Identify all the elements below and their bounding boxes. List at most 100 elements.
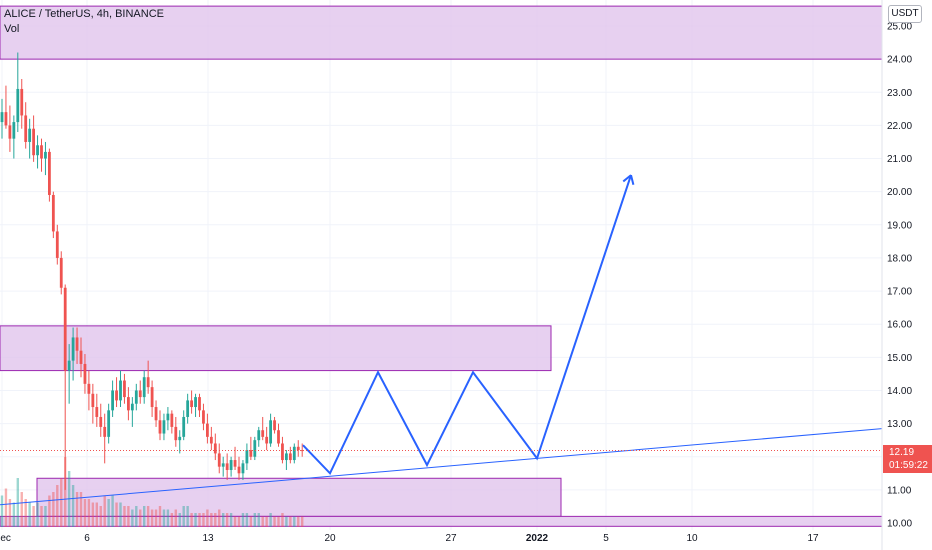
volume-bar — [0, 495, 4, 527]
candle-body — [123, 380, 126, 398]
volume-bar — [111, 495, 114, 527]
volume-bar — [257, 513, 260, 527]
candle-body — [119, 380, 122, 401]
volume-indicator-label[interactable]: Vol — [4, 23, 20, 35]
volume-bar — [127, 506, 130, 527]
volume-bar — [289, 516, 292, 527]
candle-body — [75, 337, 79, 351]
projection-path — [302, 174, 635, 476]
price-tick-label: 20.00 — [887, 187, 912, 198]
volume-bar — [162, 509, 166, 527]
price-tick-label: 21.00 — [887, 154, 912, 165]
candle-body — [277, 430, 280, 444]
volume-bar — [119, 502, 122, 527]
volume-bar — [150, 509, 154, 527]
candle-body — [87, 383, 91, 394]
volume-bar — [99, 506, 102, 527]
symbol-title[interactable]: ALICE / TetherUS, 4h, BINANCE — [4, 8, 164, 20]
time-tick-label: 27 — [445, 533, 457, 544]
price-tick-label: 18.00 — [887, 253, 912, 264]
candle-body — [154, 407, 158, 421]
candle-body — [285, 453, 288, 461]
volume-bar — [170, 513, 174, 527]
volume-bar — [24, 499, 27, 527]
bar-countdown: 01:59:22 — [889, 460, 928, 471]
volume-bar — [12, 502, 16, 527]
volume-bar — [139, 509, 142, 527]
volume-bar — [222, 513, 225, 527]
volume-bar — [154, 509, 158, 527]
candle-body — [257, 430, 261, 441]
candle-body — [59, 257, 63, 288]
volume-bar — [60, 478, 63, 527]
candle-body — [170, 413, 174, 427]
volume-bar — [115, 502, 118, 527]
currency-label[interactable]: USDT — [888, 5, 922, 23]
volume-bar — [190, 513, 193, 527]
candle-body — [241, 463, 245, 474]
candle-body — [142, 377, 146, 398]
candle-body — [178, 436, 182, 441]
candle-body — [190, 400, 193, 408]
volume-bar — [20, 492, 23, 527]
volume-bar — [178, 513, 181, 527]
volume-bar — [44, 506, 47, 527]
volume-bar — [297, 516, 300, 527]
candle-body — [63, 287, 67, 371]
volume-bar — [28, 502, 31, 527]
candlesticks — [0, 52, 304, 490]
candle-body — [202, 410, 205, 424]
volume-bar — [225, 513, 229, 527]
volume-bar — [202, 513, 205, 527]
volume-bars — [0, 457, 304, 527]
volume-bar — [16, 478, 19, 527]
volume-bar — [194, 513, 197, 527]
volume-bar — [206, 509, 209, 527]
candle-body — [107, 410, 111, 437]
candle-body — [44, 151, 47, 159]
volume-bar — [36, 502, 39, 527]
time-tick-label: Dec — [0, 533, 11, 544]
price-tick-label: 14.00 — [887, 386, 912, 397]
candle-body — [249, 450, 253, 457]
projection-arrowhead — [630, 174, 635, 186]
volume-bar — [8, 499, 12, 527]
volume-bar — [301, 516, 304, 527]
candle-body — [158, 420, 162, 434]
volume-bar — [40, 506, 43, 527]
price-tick-label: 13.00 — [887, 419, 912, 430]
volume-bar — [241, 513, 245, 527]
candle-body — [20, 88, 24, 116]
candle-body — [146, 377, 150, 388]
candle-body — [292, 446, 296, 461]
candle-body — [150, 387, 154, 408]
volume-bar — [277, 516, 280, 527]
volume-bar — [186, 506, 189, 527]
candle-body — [209, 436, 213, 444]
candle-body — [134, 390, 138, 404]
candle-body — [24, 115, 28, 142]
volume-bar — [103, 495, 106, 527]
time-tick-label: 13 — [202, 533, 214, 544]
volume-bar — [143, 506, 146, 527]
candle-body — [237, 466, 241, 474]
volume-bar — [166, 509, 170, 527]
volume-bar — [135, 506, 138, 527]
ascending-trendline — [0, 428, 883, 506]
volume-bar — [4, 488, 8, 527]
volume-bar — [281, 513, 284, 527]
price-zone — [0, 325, 552, 372]
volume-bar — [218, 509, 221, 527]
candle-body — [217, 453, 221, 467]
volume-bar — [210, 513, 213, 527]
candle-body — [198, 397, 201, 411]
candle-body — [281, 443, 284, 461]
candle-body — [186, 400, 190, 417]
trendline — [0, 428, 883, 506]
price-tick-label: 25.00 — [887, 22, 912, 33]
time-tick-label: 5 — [603, 533, 609, 544]
volume-bar — [146, 506, 150, 527]
volume-bar — [229, 513, 233, 527]
volume-bar — [91, 502, 95, 527]
